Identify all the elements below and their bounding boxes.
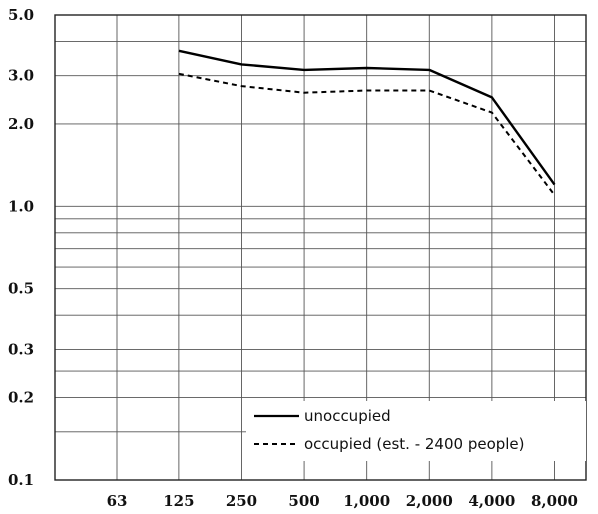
x-tick-label: 500: [288, 492, 319, 510]
x-tick-label: 63: [107, 492, 128, 510]
series-line-occupied: [178, 72, 556, 196]
legend-box: [246, 401, 586, 461]
y-tick-label: 0.3: [8, 340, 34, 358]
y-tick-label: 0.2: [8, 389, 34, 407]
legend-label-occupied: occupied (est. - 2400 people): [304, 435, 525, 453]
y-tick-label: 3.0: [8, 67, 34, 85]
x-tick-label: 1,000: [343, 492, 390, 510]
x-tick-label: 125: [163, 492, 194, 510]
y-tick-label: 5.0: [8, 6, 34, 24]
y-tick-label: 0.5: [8, 280, 34, 298]
y-tick-label: 1.0: [8, 197, 34, 215]
series-layer: [178, 49, 556, 196]
y-tick-label: 2.0: [8, 115, 34, 133]
x-tick-label: 2,000: [406, 492, 453, 510]
x-tick-label: 250: [226, 492, 257, 510]
plot-frame: [54, 14, 587, 481]
legend: unoccupied occupied (est. - 2400 people): [246, 401, 586, 461]
y-axis-tick-labels: 5.0 3.0 2.0 1.0 0.5 0.3 0.2 0.1: [8, 6, 34, 489]
series-line-unoccupied: [178, 49, 556, 186]
x-axis-tick-labels: 63 125 250 500 1,000 2,000 4,000 8,000: [107, 492, 578, 510]
x-tick-label: 4,000: [468, 492, 515, 510]
x-tick-label: 8,000: [531, 492, 578, 510]
y-tick-label: 0.1: [8, 471, 34, 489]
legend-label-unoccupied: unoccupied: [304, 407, 391, 425]
horizontal-gridlines: [55, 41, 586, 433]
